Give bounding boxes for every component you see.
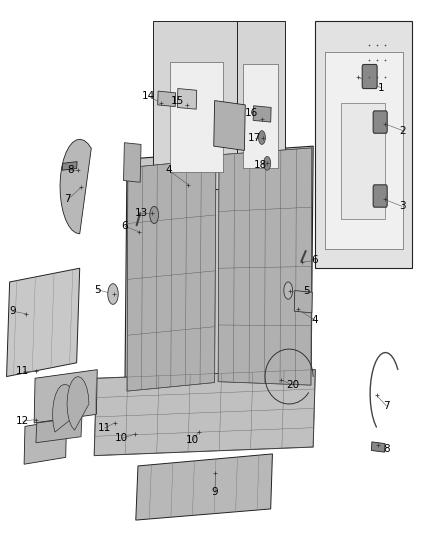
Polygon shape [34,370,97,423]
Polygon shape [294,290,312,313]
Text: 1: 1 [378,83,385,93]
Polygon shape [67,376,89,430]
FancyBboxPatch shape [373,185,387,207]
Circle shape [264,157,271,170]
Text: 7: 7 [64,195,71,205]
Text: 20: 20 [286,380,299,390]
Polygon shape [60,139,91,234]
Circle shape [150,206,159,223]
FancyBboxPatch shape [373,111,387,133]
Polygon shape [371,442,385,452]
Circle shape [108,284,118,304]
Polygon shape [127,159,216,391]
Polygon shape [325,52,403,249]
Polygon shape [170,62,223,172]
Text: 6: 6 [311,255,318,265]
Polygon shape [7,268,80,376]
Text: 5: 5 [94,285,101,295]
Text: 9: 9 [9,306,16,316]
Text: 12: 12 [16,416,29,426]
Polygon shape [177,88,197,109]
Text: 4: 4 [311,315,318,325]
Text: 14: 14 [142,91,155,101]
Polygon shape [136,454,272,520]
Polygon shape [24,419,67,464]
Text: 10: 10 [115,433,128,443]
Polygon shape [36,417,82,443]
Polygon shape [62,161,77,170]
Polygon shape [153,21,239,189]
Polygon shape [341,103,385,219]
Text: 11: 11 [16,366,29,376]
Text: 18: 18 [254,160,267,170]
Text: 9: 9 [211,487,218,497]
Text: 13: 13 [134,208,148,218]
Polygon shape [218,148,312,385]
Circle shape [258,131,265,144]
Polygon shape [243,64,278,168]
Polygon shape [237,21,285,189]
Text: 6: 6 [121,221,128,231]
Polygon shape [124,143,141,182]
Text: 15: 15 [171,96,184,107]
Text: 17: 17 [248,133,261,142]
Polygon shape [158,91,176,107]
Text: 7: 7 [383,401,390,411]
Text: 5: 5 [303,286,310,296]
Polygon shape [53,384,77,432]
Polygon shape [253,106,271,122]
Polygon shape [125,146,313,400]
Text: 4: 4 [165,165,172,175]
Text: 11: 11 [98,423,111,433]
Text: 2: 2 [399,126,406,136]
Text: 10: 10 [186,435,199,445]
Text: 8: 8 [383,444,390,454]
Circle shape [284,282,293,299]
Polygon shape [214,101,245,150]
Text: 3: 3 [399,201,406,211]
Polygon shape [94,370,315,456]
Text: 16: 16 [245,109,258,118]
Text: 8: 8 [67,165,74,175]
FancyBboxPatch shape [362,64,377,88]
Polygon shape [315,21,412,268]
